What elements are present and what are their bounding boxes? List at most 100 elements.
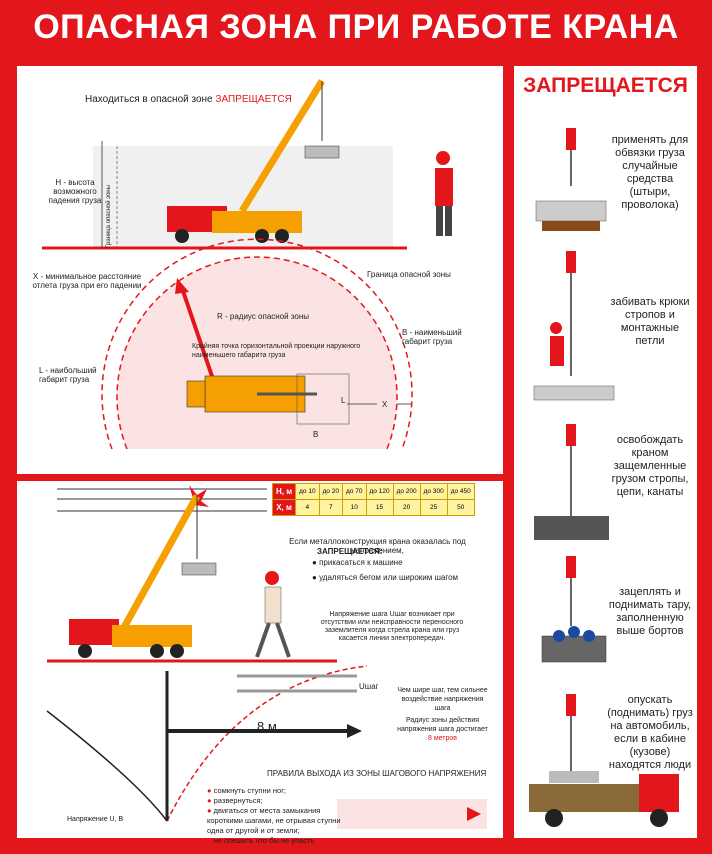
extreme-point-label: Крайняя точка горизонтальной проекции на… [192, 343, 361, 359]
h-cell: до 300 [419, 483, 448, 500]
worker-leg [445, 206, 452, 236]
hook-icon [566, 424, 576, 516]
forbidden-item: забивать крюки стропов и монтажные петли [610, 296, 690, 347]
wheel [255, 229, 269, 243]
crane-boom [118, 494, 201, 633]
forbidden-title: ЗАПРЕЩАЕТСЯ [523, 74, 688, 97]
forbidden-item: освобождать краном защемленные грузом ст… [611, 434, 689, 498]
forbidden-panel: ЗАПРЕЩАЕТСЯ применять для обвязки груза … [514, 66, 697, 838]
worker-helmet [550, 322, 562, 334]
exit-rule: не спешить что бы не упасть [207, 836, 347, 846]
container [541, 635, 607, 663]
heading-prefix: Находиться в опасной зоне [85, 94, 213, 105]
voltage-forbidden: ЗАПРЕЩАЕТСЯ: [317, 547, 383, 556]
overfilled-item [568, 626, 580, 638]
page-title: ОПАСНАЯ ЗОНА ПРИ РАБОТЕ КРАНА [33, 8, 679, 46]
wheel [78, 644, 92, 658]
dim-l: L [341, 396, 346, 405]
step-voltage-text: Напряжение шага Uшаг возникает при отсут… [320, 611, 464, 642]
danger-zone-panel: Находиться в опасной зоне ЗАПРЕЩАЕТСЯ [17, 66, 503, 474]
x-cell: 15 [365, 499, 394, 516]
exit-rules-list: сомкнуть ступни ног; развернуться; двига… [207, 786, 347, 846]
forbidden-item: применять для обвязки груза случайные ср… [611, 134, 689, 211]
distance-table: Н, м до 10 до 20 до 70 до 120 до 200 до … [271, 483, 475, 516]
worker-body [435, 168, 453, 206]
x-label: Х - минимальное расстояние отлета груза … [32, 272, 142, 290]
heading-forbidden: ЗАПРЕЩАЕТСЯ [215, 94, 292, 105]
wheel [650, 809, 668, 827]
dim-b: B [313, 430, 319, 439]
voltage-item: ● удаляться бегом или широким шагом [312, 573, 459, 582]
worker-leg [436, 206, 443, 236]
forbidden-item: зацеплять и поднимать тару, заполненную … [608, 586, 692, 637]
forbidden-illustrations [529, 128, 679, 827]
x-cell: 10 [342, 499, 367, 516]
worker-body [550, 336, 564, 366]
hook-icon [566, 251, 576, 376]
wheel [275, 229, 289, 243]
step-voltage-panel: Н, м до 10 до 20 до 70 до 120 до 200 до … [17, 481, 503, 845]
forbidden-item: опускать (поднимать) груз на автомобиль,… [607, 694, 693, 771]
x-row: Х, м 4 7 10 15 20 25 50 [271, 499, 475, 516]
u-step-label: Uшаг [359, 682, 379, 691]
crane-body [112, 625, 192, 647]
hook-icon [566, 556, 576, 626]
footsteps-arrow [467, 807, 481, 821]
truck-body [529, 784, 639, 812]
h-label: Н - высота возможного падения груза [48, 178, 102, 205]
hook-icon [566, 128, 576, 186]
exit-rule: двигаться от места замыкания короткими ш… [207, 806, 347, 836]
worker-leg [275, 622, 291, 658]
crane-zone-illustration [42, 79, 453, 450]
zone-boundary-label: Граница опасной зоны [367, 270, 451, 279]
h-cell: до 450 [446, 483, 475, 500]
wheel [175, 229, 189, 243]
x-header: Х, м [271, 499, 297, 516]
voltage-curve [46, 710, 168, 822]
x-cell: 25 [419, 499, 448, 516]
voltage-item: ● прикасаться к машине [312, 558, 403, 567]
wood-support [542, 221, 600, 231]
load-block [533, 385, 615, 401]
worker-body [264, 586, 282, 624]
crane-load [181, 562, 217, 576]
distance-arrowhead [347, 724, 362, 738]
distance-label: 8 м [257, 719, 277, 734]
wider-step-text: Чем шире шаг, тем сильнее воздействие на… [397, 687, 488, 712]
crane-cab-top [186, 380, 206, 408]
worker-helmet [265, 571, 279, 585]
exit-rule: сомкнуть ступни ног; [207, 786, 347, 796]
footsteps-box [337, 799, 487, 829]
x-cell: 4 [295, 499, 320, 516]
danger-zone-heading: Находиться в опасной зоне ЗАПРЕЩАЕТСЯ [85, 94, 292, 105]
radius-arrow [180, 287, 219, 392]
crane-body [212, 211, 302, 233]
wheel [545, 809, 563, 827]
wheel [150, 644, 164, 658]
crane-cab [69, 619, 119, 645]
exit-rule: развернуться; [207, 796, 347, 806]
step-voltage-illustration [46, 485, 487, 829]
voltage-intro: Если металлоконструкция крана оказалась … [289, 537, 466, 555]
overfilled-item [583, 630, 595, 642]
outer-zone-arc [101, 238, 413, 450]
radius-arrowhead [175, 278, 189, 294]
x-cell: 50 [446, 499, 475, 516]
truck-cab [639, 774, 679, 812]
worker-helmet [436, 151, 450, 165]
wheel [170, 644, 184, 658]
h-cell: до 10 [295, 483, 320, 500]
crane-boom [239, 79, 325, 213]
exit-rules-title: ПРАВИЛА ВЫХОДА ИЗ ЗОНЫ ШАГОВОГО НАПРЯЖЕН… [267, 769, 487, 778]
voltage-axis-label: Напряжение U, B [67, 816, 124, 823]
load-block [549, 771, 599, 783]
hook-icon [566, 694, 576, 771]
worker-leg [255, 622, 271, 658]
crane-load [304, 145, 340, 159]
radius-text: Радиус зоны действия напряжения шага дос… [397, 717, 488, 742]
load-footprint [296, 373, 350, 425]
dim-x: X [382, 400, 388, 409]
r-label: R - радиус опасной зоны [217, 312, 310, 321]
stacked-load [534, 516, 609, 540]
overfilled-item [553, 630, 565, 642]
